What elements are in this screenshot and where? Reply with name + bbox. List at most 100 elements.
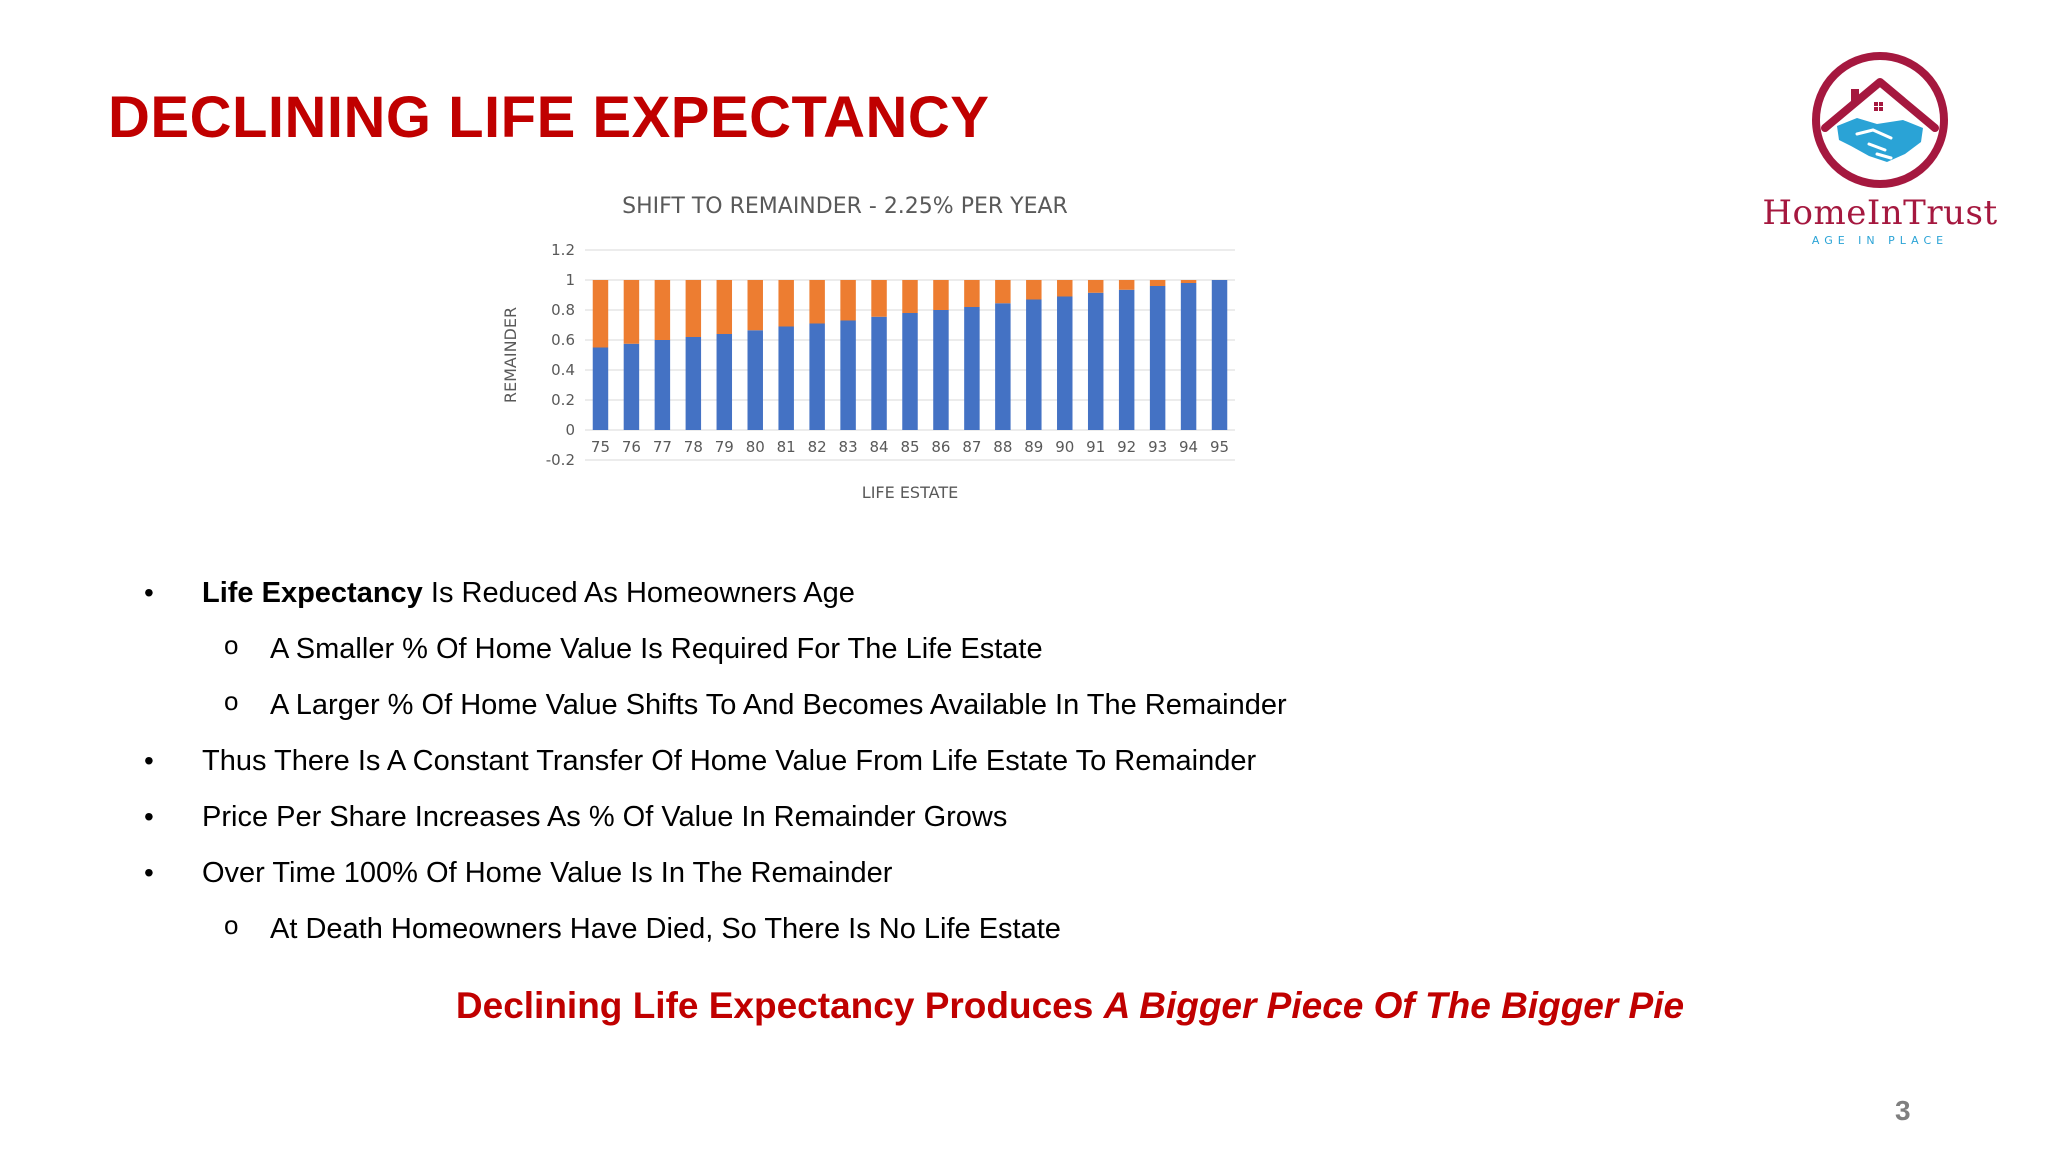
bar-segment-life-estate [747, 280, 763, 331]
bar-segment-life-estate [995, 280, 1011, 304]
bullet-text: At Death Homeowners Have Died, So There … [270, 913, 1061, 945]
bar-segment-remainder [995, 303, 1011, 430]
bullet-marker: • [144, 857, 154, 888]
bar-segment-remainder [654, 340, 671, 430]
bar-segment-remainder [778, 326, 794, 430]
bar-segment-life-estate [933, 280, 949, 310]
y-tick-label: 0 [565, 421, 575, 439]
x-tick-label: 76 [622, 438, 641, 456]
bullet-item: • Life Expectancy Is Reduced As Homeowner… [140, 565, 1640, 621]
bar-segment-remainder [623, 343, 640, 430]
bullet-marker: • [144, 577, 154, 608]
y-tick-label: -0.2 [546, 451, 575, 469]
tagline: Declining Life Expectancy Produces A Big… [0, 985, 2048, 1027]
bullet-list: • Life Expectancy Is Reduced As Homeowner… [140, 565, 1640, 957]
x-tick-label: 85 [900, 438, 919, 456]
homeintrust-logo: HomeInTrust AGE IN PLACE [1745, 50, 2015, 250]
x-tick-label: 93 [1148, 438, 1167, 456]
bullet-marker: • [144, 745, 154, 776]
remainder-shift-chart: SHIFT TO REMAINDER - 2.25% PER YEAR LIFE … [501, 194, 1235, 502]
bar-segment-life-estate [1087, 280, 1104, 293]
bullet-item: • Thus There Is A Constant Transfer Of Ho… [140, 733, 1640, 789]
bar-segment-remainder [964, 307, 980, 430]
bullet-text: Is Reduced As Homeowners Age [422, 577, 855, 609]
y-tick-label: 0.8 [551, 301, 575, 319]
bullet-item: o A Smaller % Of Home Value Is Required F… [140, 621, 1640, 677]
x-tick-label: 89 [1024, 438, 1043, 456]
x-tick-label: 94 [1179, 438, 1198, 456]
bar-segment-remainder [1087, 292, 1104, 430]
bar-segment-life-estate [871, 280, 887, 317]
x-tick-label: 82 [808, 438, 827, 456]
bullet-item: • Over Time 100% Of Home Value Is In The … [140, 845, 1640, 901]
bar-segment-life-estate [685, 280, 702, 337]
x-tick-label: 92 [1117, 438, 1136, 456]
tagline-emphasis: A Bigger Piece Of The Bigger Pie [1103, 985, 1685, 1026]
bar-segment-remainder [1211, 280, 1228, 430]
bullet-text: A Larger % Of Home Value Shifts To And B… [270, 689, 1287, 721]
bullet-item: o At Death Homeowners Have Died, So There… [140, 901, 1640, 957]
y-tick-label: 1.2 [551, 241, 575, 259]
y-tick-label: 1 [565, 271, 575, 289]
x-tick-label: 88 [993, 438, 1012, 456]
bar-segment-life-estate [623, 280, 640, 344]
logo-name: HomeInTrust [1762, 193, 1998, 233]
x-tick-label: 78 [684, 438, 703, 456]
bar-segment-life-estate [1180, 280, 1197, 283]
x-tick-label: 80 [746, 438, 765, 456]
x-axis-label: LIFE ESTATE [862, 483, 958, 502]
y-tick-label: 0.2 [551, 391, 575, 409]
bar-segment-remainder [1057, 296, 1073, 430]
bar-segment-remainder [716, 334, 733, 430]
x-tick-label: 95 [1210, 438, 1229, 456]
bar-segment-remainder [685, 337, 702, 430]
x-tick-label: 86 [931, 438, 950, 456]
bar-segment-remainder [809, 323, 825, 430]
bullet-text: Over Time 100% Of Home Value Is In The R… [202, 857, 893, 889]
bar-segment-life-estate [902, 280, 918, 313]
bullet-marker: o [224, 910, 239, 940]
y-tick-label: 0.6 [551, 331, 575, 349]
bar-segment-remainder [902, 313, 918, 430]
bar-segment-life-estate [809, 280, 825, 324]
house-handshake-icon [1812, 52, 1948, 188]
x-tick-label: 81 [777, 438, 796, 456]
logo-tagline: AGE IN PLACE [1811, 234, 1949, 247]
x-tick-label: 83 [839, 438, 858, 456]
x-tick-label: 79 [715, 438, 734, 456]
bar-segment-life-estate [1118, 280, 1135, 290]
bar-segment-life-estate [716, 280, 733, 334]
bullet-item: • Price Per Share Increases As % Of Value… [140, 789, 1640, 845]
slide-title: DECLINING LIFE EXPECTANCY [108, 85, 990, 150]
bar-segment-life-estate [1057, 280, 1073, 297]
x-tick-label: 77 [653, 438, 672, 456]
y-axis-label: REMAINDER [501, 307, 520, 403]
bullet-text: Thus There Is A Constant Transfer Of Hom… [202, 745, 1257, 777]
bar-segment-remainder [840, 320, 856, 430]
bullet-item: o A Larger % Of Home Value Shifts To And … [140, 677, 1640, 733]
bar-segment-life-estate [1149, 280, 1166, 286]
bullet-marker: • [144, 801, 154, 832]
tagline-plain: Declining Life Expectancy Produces [455, 985, 1104, 1026]
x-tick-label: 90 [1055, 438, 1074, 456]
bullet-marker: o [224, 686, 239, 716]
bar-segment-remainder [747, 330, 763, 430]
y-tick-label: 0.4 [551, 361, 575, 379]
x-tick-label: 91 [1086, 438, 1105, 456]
bullet-marker: o [224, 630, 239, 660]
chart-title: SHIFT TO REMAINDER - 2.25% PER YEAR [622, 194, 1068, 219]
bar-segment-life-estate [778, 280, 794, 327]
bar-segment-life-estate [592, 280, 609, 348]
bullet-text: Price Per Share Increases As % Of Value … [202, 801, 1008, 833]
bar-segment-remainder [1118, 289, 1135, 430]
bar-segment-remainder [1149, 286, 1166, 430]
bar-segment-life-estate [964, 280, 980, 307]
bar-segment-remainder [1180, 283, 1197, 430]
bar-segment-life-estate [1026, 280, 1042, 300]
x-tick-label: 87 [962, 438, 981, 456]
bar-segment-remainder [933, 310, 949, 430]
bar-segment-life-estate [840, 280, 856, 321]
bar-segment-life-estate [654, 280, 671, 340]
bar-segment-remainder [592, 347, 609, 430]
x-tick-label: 84 [870, 438, 889, 456]
